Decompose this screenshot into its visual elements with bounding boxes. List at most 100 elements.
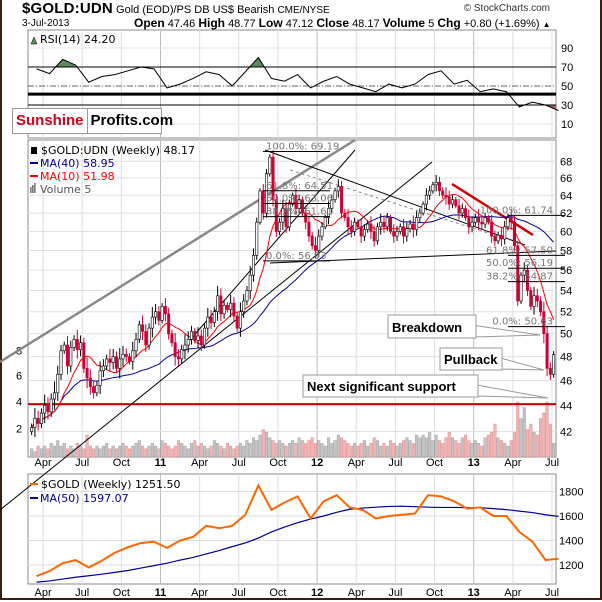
candle-body <box>255 221 259 256</box>
copyright: © StockCharts.com <box>463 3 550 14</box>
open-label: Open <box>134 16 165 30</box>
candle-body <box>516 245 520 302</box>
volume-bar <box>480 445 484 458</box>
candle-body <box>300 199 304 214</box>
candle-body <box>222 304 226 315</box>
volume-bar <box>124 445 128 458</box>
x-tick-label: Oct <box>269 587 286 599</box>
volume-bar <box>232 448 236 458</box>
candle-body <box>92 386 96 394</box>
volume-bar <box>219 445 223 458</box>
candle-body <box>189 331 193 340</box>
price-tick-label: 64 <box>560 190 572 202</box>
volume-bar <box>421 434 425 458</box>
fib-level-label: 61.8%: 57.50 <box>486 245 553 256</box>
candle-body <box>382 221 386 228</box>
candle-body <box>268 156 272 175</box>
candle-body <box>353 221 357 232</box>
volume-bar <box>304 443 308 458</box>
volume-bar <box>503 443 507 458</box>
candle-body <box>193 331 197 341</box>
ma10-legend: MA(10) 51.98 <box>40 170 115 183</box>
candle-body <box>196 335 200 341</box>
volume-bar <box>346 443 350 458</box>
x-tick-label: Jul <box>388 457 402 469</box>
candle-body <box>539 300 543 313</box>
volume-bar <box>395 445 399 458</box>
volume-bar <box>356 445 360 458</box>
price-tick-label: 68 <box>560 156 572 168</box>
candle-body <box>411 223 415 230</box>
volume-bar <box>398 443 402 458</box>
ohlc-readout: Open 47.46 High 48.77 Low 47.12 Close 48… <box>134 17 551 31</box>
candle-body <box>428 190 432 196</box>
volume-bar <box>255 440 259 458</box>
candle-body <box>261 190 265 214</box>
candle-body <box>431 184 435 192</box>
candle-body <box>415 217 419 230</box>
volume-bar <box>271 440 275 458</box>
candle-body <box>307 221 311 237</box>
volume-bar <box>278 440 282 458</box>
candle-body <box>480 221 484 225</box>
volume-bar <box>114 448 118 458</box>
volume-bar <box>52 445 56 458</box>
candle-body <box>343 212 347 218</box>
x-tick-label: Apr <box>34 457 51 469</box>
volume-bar <box>95 445 99 458</box>
candle-body <box>552 354 556 375</box>
close-value: 48.17 <box>352 18 380 30</box>
volume-bar <box>408 440 412 458</box>
volume-bar <box>411 443 415 458</box>
volume-bar <box>548 423 552 458</box>
candle-body <box>464 208 468 218</box>
volume-bar <box>75 443 79 458</box>
logo-part2: Profits.com <box>90 112 174 129</box>
left-tick-label: 8 <box>16 346 22 358</box>
candle-body <box>402 226 406 237</box>
candle-body <box>450 199 454 205</box>
volume-bar <box>552 443 556 458</box>
x-tick-label: 12 <box>311 587 323 599</box>
fib-level-label: 100.0%: 69.19 <box>266 142 339 153</box>
candle-body <box>362 229 366 237</box>
volume-bar <box>176 440 180 458</box>
volume-bar <box>444 437 448 458</box>
candle-body <box>79 342 83 350</box>
volume-bar <box>189 443 193 458</box>
x-tick-label: Jul <box>232 587 246 599</box>
candle-body <box>62 344 66 352</box>
candle-body <box>251 255 255 276</box>
x-tick-label: Apr <box>191 587 208 599</box>
candle-body <box>389 217 393 232</box>
candle-body <box>281 208 285 223</box>
low-value: 47.12 <box>285 18 314 30</box>
candle-body <box>163 306 167 315</box>
candle-body <box>69 347 73 367</box>
candle-body <box>232 302 236 317</box>
volume-bar <box>199 443 203 458</box>
candle-body <box>114 356 118 369</box>
volume-bar <box>157 448 161 458</box>
candle-body <box>434 181 438 186</box>
volume-bar <box>141 445 145 458</box>
volume-bar <box>160 440 164 458</box>
volume-bar <box>532 432 536 458</box>
x-tick-label: Oct <box>269 457 286 469</box>
volume-bar <box>287 443 291 458</box>
x-tick-label: Jul <box>388 587 402 599</box>
volume-legend-icon <box>34 183 36 193</box>
candle-body <box>542 311 546 335</box>
left-tick-label: 2 <box>16 423 22 435</box>
price-tick-label: 52 <box>560 307 572 319</box>
candle-body <box>503 226 507 240</box>
x-tick-label: Oct <box>426 457 443 469</box>
volume-bar <box>310 437 314 458</box>
x-tick-label: 13 <box>468 587 480 599</box>
ma50-legend: MA(50) 1597.07 <box>40 492 129 505</box>
volume-bar <box>69 445 73 458</box>
exchange: CME/NYSE <box>277 5 330 16</box>
x-tick-label: Oct <box>113 587 130 599</box>
volume-bar <box>111 445 115 458</box>
candle-body <box>39 412 43 424</box>
